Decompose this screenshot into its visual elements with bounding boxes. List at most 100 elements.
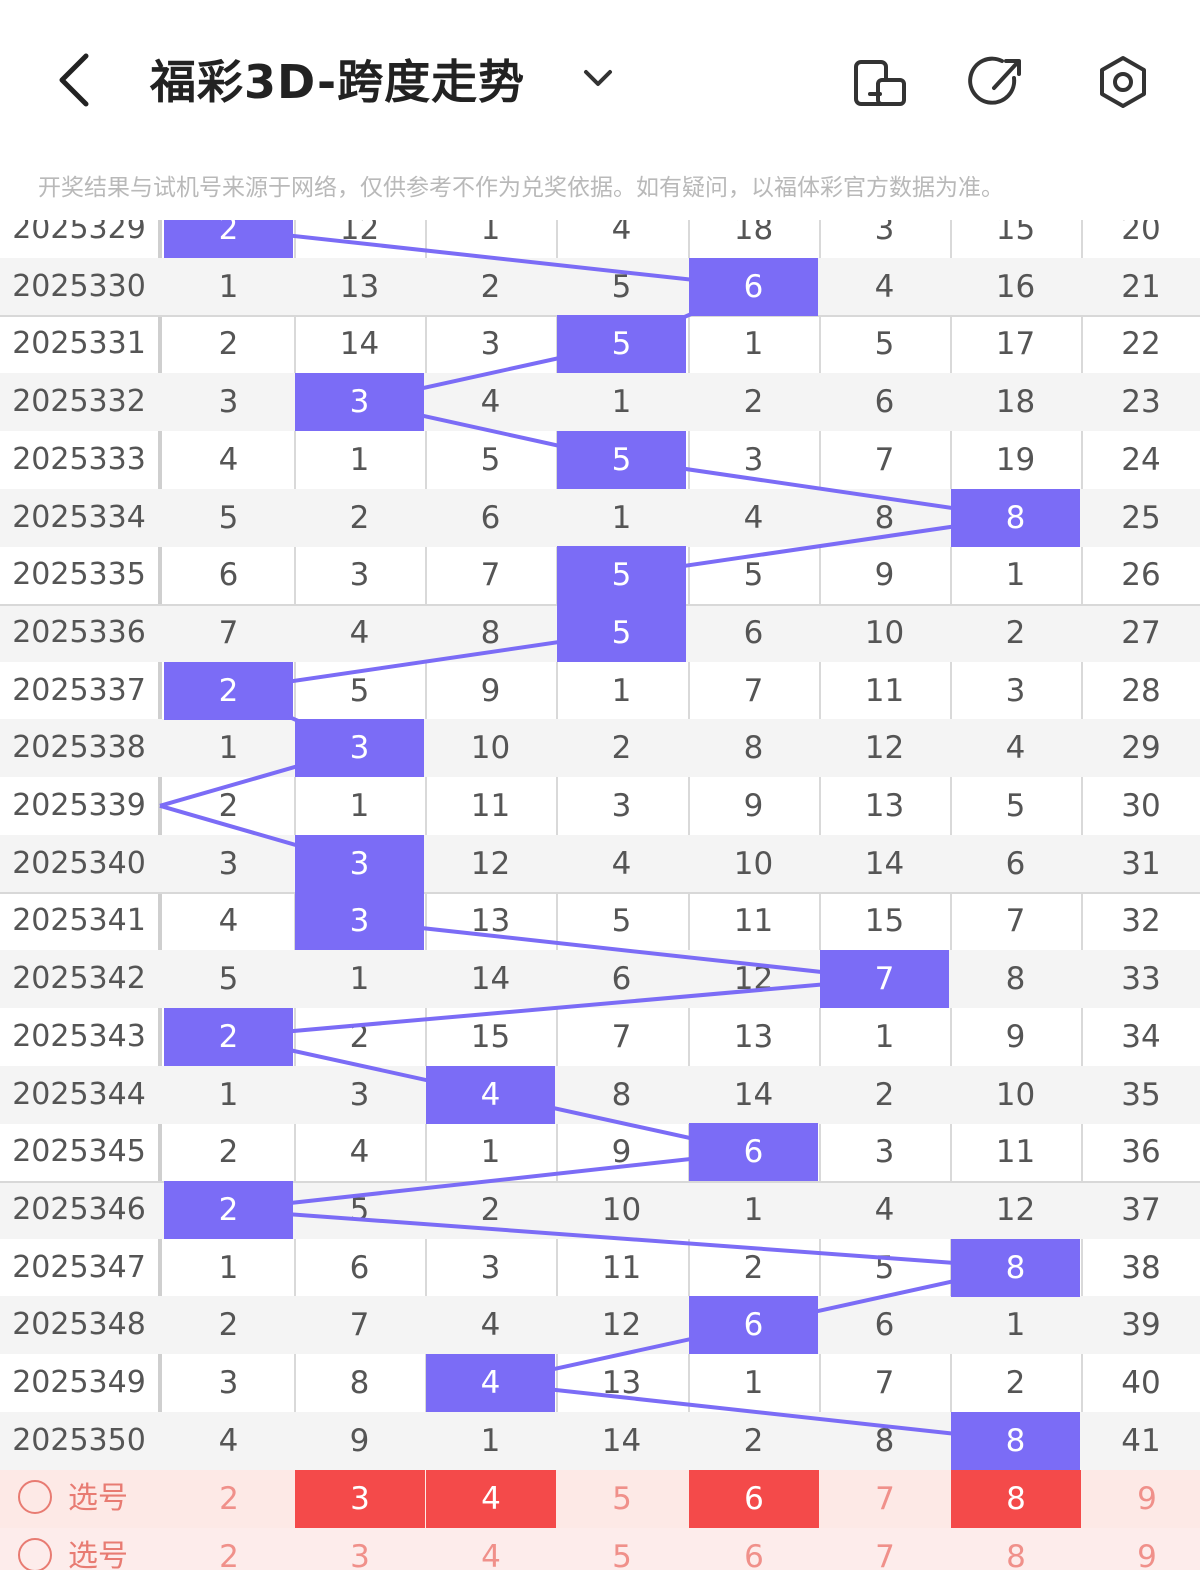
omission-cell: 2	[1005, 1365, 1026, 1401]
pick-number-button[interactable]: 6	[744, 1539, 764, 1570]
table-row: 2025346 2 5 2 10 1 4 12 37	[0, 1180, 1200, 1239]
radio-circle-icon[interactable]	[18, 1479, 52, 1514]
omission-cell: 39	[1121, 1307, 1161, 1344]
omission-cell: 1	[480, 220, 501, 247]
pick-row-toggle[interactable]: 选号	[18, 1470, 128, 1528]
omission-cell: 5	[874, 1249, 895, 1286]
omission-cell: 4	[1005, 730, 1026, 767]
omission-cell: 14	[339, 326, 380, 363]
pick-number-button[interactable]: 2	[219, 1481, 239, 1518]
radio-circle-icon[interactable]	[18, 1537, 52, 1570]
pick-number-button[interactable]: 7	[875, 1539, 895, 1570]
column-divider	[688, 220, 690, 1570]
omission-cell: 14	[601, 1422, 642, 1459]
omission-cell: 1	[611, 384, 632, 421]
share-icon	[968, 56, 1021, 105]
table-row: 2025334 5 2 6 1 4 8 8 25	[0, 488, 1200, 547]
omission-cell: 2	[743, 1422, 764, 1459]
omission-cell: 11	[864, 672, 905, 709]
table-row: 2025335 6 3 7 5 5 9 1 26	[0, 546, 1200, 605]
pick-number-button[interactable]: 9	[1137, 1539, 1157, 1570]
pick-number-button[interactable]: 9	[1137, 1481, 1157, 1518]
omission-cell: 1	[1005, 1307, 1026, 1344]
pick-number-button[interactable]: 5	[612, 1481, 632, 1518]
omission-cell: 14	[864, 845, 905, 882]
span-hit-cell: 5	[557, 430, 686, 489]
screen-layout-icon	[854, 60, 906, 106]
omission-cell: 2	[349, 499, 370, 536]
omission-cell: 1	[349, 961, 370, 998]
span-hit-cell: 4	[426, 1354, 555, 1412]
table-row: 2025341 4 3 13 5 11 15 7 32	[0, 892, 1200, 951]
span-hit-cell: 5	[557, 603, 686, 662]
omission-cell: 1	[218, 730, 239, 767]
omission-cell: 4	[218, 441, 239, 478]
settings-button[interactable]	[1083, 42, 1163, 122]
period-number: 2025335	[12, 557, 146, 593]
omission-cell: 5	[874, 326, 895, 363]
omission-cell: 12	[733, 961, 774, 998]
omission-cell: 13	[339, 268, 380, 305]
period-number: 2025338	[12, 730, 146, 766]
table-row: 2025331 2 14 3 5 1 5 17 22	[0, 315, 1200, 374]
omission-cell: 3	[218, 845, 239, 882]
table-row: 2025348 2 7 4 12 6 6 1 39	[0, 1296, 1200, 1355]
table-row: 2025329 2 12 1 4 18 3 15 20	[0, 220, 1200, 258]
column-divider	[158, 220, 162, 1570]
omission-cell: 8	[743, 730, 764, 767]
table-row: 2025349 3 8 4 13 1 7 2 40	[0, 1354, 1200, 1412]
pick-number-button[interactable]: 8	[1006, 1539, 1026, 1570]
span-hit-cell: 3	[295, 719, 424, 778]
omission-cell: 15	[995, 220, 1036, 247]
period-number: 2025345	[12, 1134, 146, 1170]
omission-cell: 23	[1121, 384, 1161, 421]
omission-cell: 2	[218, 1134, 239, 1171]
title-dropdown-button[interactable]	[570, 54, 626, 104]
omission-cell: 8	[874, 499, 895, 536]
pick-row-toggle[interactable]: 选号	[18, 1528, 128, 1570]
layout-toggle-button[interactable]	[840, 42, 920, 122]
disclaimer-text: 开奖结果与试机号来源于网络，仅供参考不作为兑奖依据。如有疑问，以福体彩官方数据为…	[38, 175, 1004, 201]
span-hit-cell: 8	[951, 1411, 1080, 1470]
omission-cell: 1	[480, 1134, 501, 1171]
column-divider	[950, 220, 952, 1570]
omission-cell: 5	[611, 903, 632, 940]
span-hit-cell: 5	[557, 315, 686, 374]
omission-cell: 1	[611, 499, 632, 536]
omission-cell: 40	[1121, 1365, 1161, 1401]
pick-number-button[interactable]: 3	[350, 1539, 370, 1570]
omission-cell: 14	[733, 1076, 774, 1113]
omission-cell: 2	[611, 730, 632, 767]
table-row: 2025333 4 1 5 5 3 7 19 24	[0, 430, 1200, 489]
omission-cell: 16	[995, 268, 1036, 305]
omission-cell: 12	[601, 1307, 642, 1344]
pick-number-button[interactable]: 2	[219, 1539, 239, 1570]
pick-number-button[interactable]: 6	[689, 1470, 819, 1529]
pick-number-button[interactable]: 4	[426, 1470, 556, 1529]
omission-cell: 14	[470, 961, 511, 998]
share-button[interactable]	[958, 42, 1038, 122]
pick-number-button[interactable]: 3	[295, 1470, 425, 1529]
span-hit-cell: 7	[820, 950, 949, 1009]
pick-number-button[interactable]: 8	[951, 1470, 1081, 1529]
omission-cell: 4	[349, 614, 370, 651]
period-number: 2025334	[12, 499, 146, 535]
span-hit-cell: 5	[557, 546, 686, 605]
chevron-down-icon	[584, 70, 612, 86]
omission-cell: 8	[874, 1422, 895, 1459]
omission-cell: 2	[349, 1018, 370, 1055]
pick-number-row: 选号 2 3 4 5 6 7 8 9	[0, 1528, 1200, 1570]
table-row: 2025339 2 1 11 3 9 13 5 30	[0, 777, 1200, 835]
table-row: 2025344 1 3 4 8 14 2 10 35	[0, 1065, 1200, 1124]
omission-cell: 2	[218, 326, 239, 363]
page-title: 福彩3D-跨度走势	[150, 55, 526, 109]
pick-number-button[interactable]: 7	[875, 1481, 895, 1518]
back-button[interactable]	[40, 38, 120, 122]
pick-number-button[interactable]: 4	[481, 1539, 501, 1570]
span-hit-cell: 2	[164, 1007, 293, 1066]
omission-cell: 12	[995, 1191, 1036, 1228]
omission-cell: 8	[611, 1076, 632, 1113]
pick-number-button[interactable]: 5	[612, 1539, 632, 1570]
omission-cell: 2	[218, 788, 239, 824]
span-hit-cell: 6	[689, 1296, 818, 1355]
